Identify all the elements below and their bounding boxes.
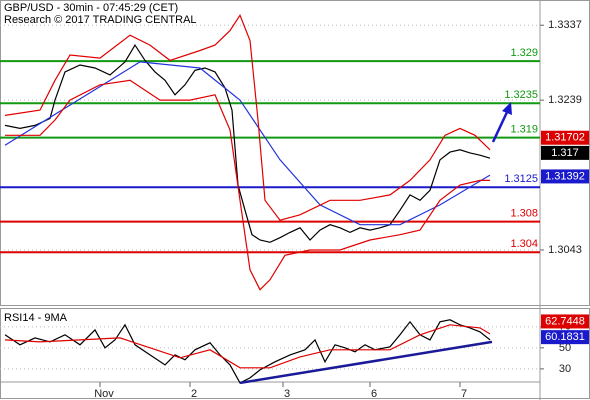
value-tag-label: 1.31702 — [545, 132, 585, 144]
y-tick-label: 1.3337 — [548, 19, 582, 31]
x-tick-label: 2 — [191, 388, 197, 400]
x-tick-label: 3 — [284, 388, 290, 400]
value-tag — [541, 145, 589, 160]
level-label: 1.329 — [510, 47, 538, 59]
value-tag-label: 62.7448 — [545, 315, 585, 327]
series-line — [4, 324, 491, 369]
value-tag — [541, 330, 589, 345]
series-line — [4, 61, 491, 226]
chart-subtitle: Research © 2017 TRADING CENTRAL — [4, 14, 197, 26]
series-line — [4, 43, 491, 243]
level-label: 1.304 — [510, 238, 538, 250]
value-tag — [541, 130, 589, 145]
y-tick-label: 1.3043 — [548, 244, 582, 256]
rsi-title: RSI14 - 9MA — [4, 312, 68, 324]
level-label: 1.3235 — [504, 89, 538, 101]
y-tick-label: 50 — [559, 342, 571, 354]
y-tick-label: 1.3239 — [548, 94, 582, 106]
series-line — [5, 79, 490, 291]
value-tag-label: 60.1831 — [545, 331, 585, 343]
level-label: 1.319 — [510, 124, 538, 136]
series-line — [4, 14, 491, 221]
level-label: 1.3125 — [504, 173, 538, 185]
forecast-arrow — [491, 109, 510, 143]
x-tick-label: 7 — [461, 388, 467, 400]
value-tag — [541, 169, 589, 184]
chart-title: GBP/USD - 30min - 07:45:29 (CET) — [4, 2, 178, 14]
level-label: 1.308 — [510, 208, 538, 220]
value-tag-label: 1.31392 — [545, 170, 585, 182]
series-line — [239, 340, 493, 385]
x-tick-label: 6 — [371, 388, 377, 400]
value-tag — [541, 314, 589, 329]
y-tick-label: 30 — [559, 363, 571, 375]
forecast-arrowhead — [502, 102, 512, 115]
value-tag-label: 1.317 — [551, 147, 579, 159]
x-tick-label: Nov — [94, 388, 114, 400]
